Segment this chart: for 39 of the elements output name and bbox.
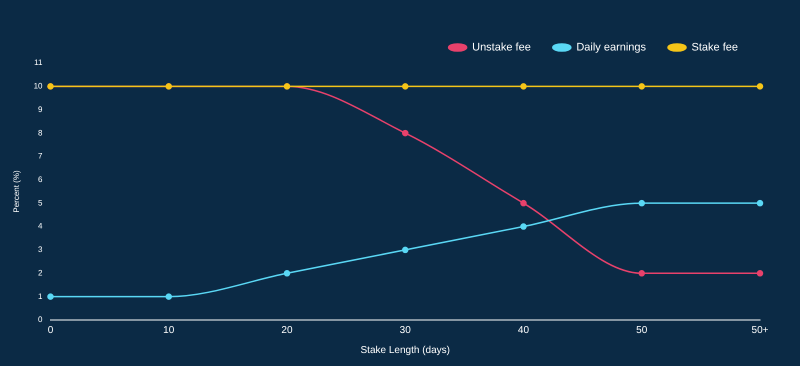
point bbox=[402, 83, 408, 90]
point bbox=[520, 83, 527, 90]
y-axis-title: Percent (%) bbox=[12, 170, 22, 213]
y-tick-label: 2 bbox=[38, 268, 44, 278]
point bbox=[402, 246, 408, 254]
y-tick-label: 4 bbox=[38, 222, 44, 231]
point bbox=[756, 83, 764, 90]
x-tick-label: 10 bbox=[163, 324, 175, 336]
y-tick-label: 6 bbox=[38, 175, 44, 184]
y-tick-label: 8 bbox=[38, 128, 44, 138]
legend-label: Daily earnings bbox=[576, 42, 647, 54]
x-tick-label: 0 bbox=[48, 324, 54, 336]
point bbox=[284, 270, 290, 277]
legend-label: Stake fee bbox=[692, 42, 738, 54]
point bbox=[520, 223, 527, 230]
point bbox=[402, 130, 408, 136]
x-tick-label: 50 bbox=[636, 324, 648, 336]
point bbox=[47, 293, 54, 300]
y-tick-label: 0 bbox=[38, 315, 44, 324]
point bbox=[638, 270, 645, 277]
y-tick-label: 1 bbox=[38, 292, 44, 301]
y-tick-label: 7 bbox=[38, 152, 44, 161]
point bbox=[756, 270, 764, 277]
legend-label: Unstake fee bbox=[472, 42, 531, 54]
y-tick-label: 11 bbox=[34, 58, 44, 68]
x-tick-label: 40 bbox=[518, 324, 530, 336]
point bbox=[520, 200, 527, 206]
x-axis-title: Stake Length (days) bbox=[360, 344, 450, 356]
x-tick-label: 20 bbox=[281, 324, 293, 336]
y-tick-label: 3 bbox=[38, 245, 44, 254]
y-tick-label: 10 bbox=[34, 82, 44, 91]
y-tick-label: 5 bbox=[38, 198, 44, 208]
x-tick-label: 30 bbox=[400, 324, 412, 336]
point bbox=[756, 200, 764, 206]
point bbox=[638, 83, 645, 90]
point bbox=[638, 200, 645, 206]
point bbox=[166, 293, 172, 300]
y-tick-label: 9 bbox=[38, 104, 44, 114]
x-tick-label: 50+ bbox=[752, 324, 769, 336]
